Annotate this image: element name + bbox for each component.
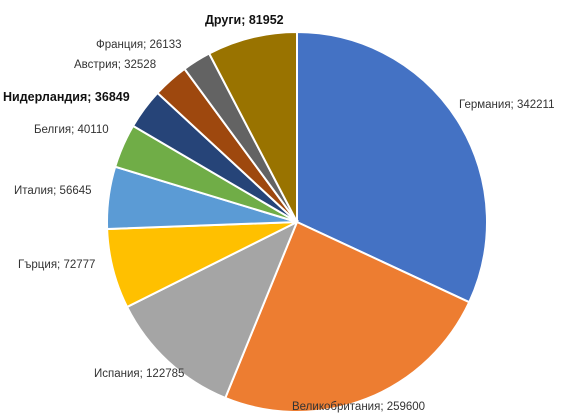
pie-slice-1 (296, 30, 488, 304)
pie-data-label-8: Австрия; 32528 (74, 59, 156, 71)
pie-data-label-4: Гърция; 72777 (18, 259, 95, 271)
pie-data-labels: Германия; 342211 Великобритания; 259600 Ис… (3, 13, 554, 413)
pie-data-label-6: Белгия; 40110 (34, 124, 109, 136)
pie-data-label-7: Нидерландия; 36849 (3, 90, 130, 104)
pie-slice-2 (223, 220, 471, 413)
pie-slices (106, 30, 488, 413)
pie-data-label-3: Испания; 122785 (94, 368, 184, 380)
pie-data-label-5: Италия; 56645 (14, 185, 92, 197)
pie-data-label-9: Франция; 26133 (96, 39, 182, 51)
pie-data-label-10: Други; 81952 (205, 13, 284, 27)
pie-slice-10 (207, 30, 298, 223)
pie-slice-3 (125, 219, 299, 400)
pie-data-label-2: Великобритания; 259600 (292, 401, 425, 413)
pie-data-label-1: Германия; 342211 (459, 99, 554, 111)
